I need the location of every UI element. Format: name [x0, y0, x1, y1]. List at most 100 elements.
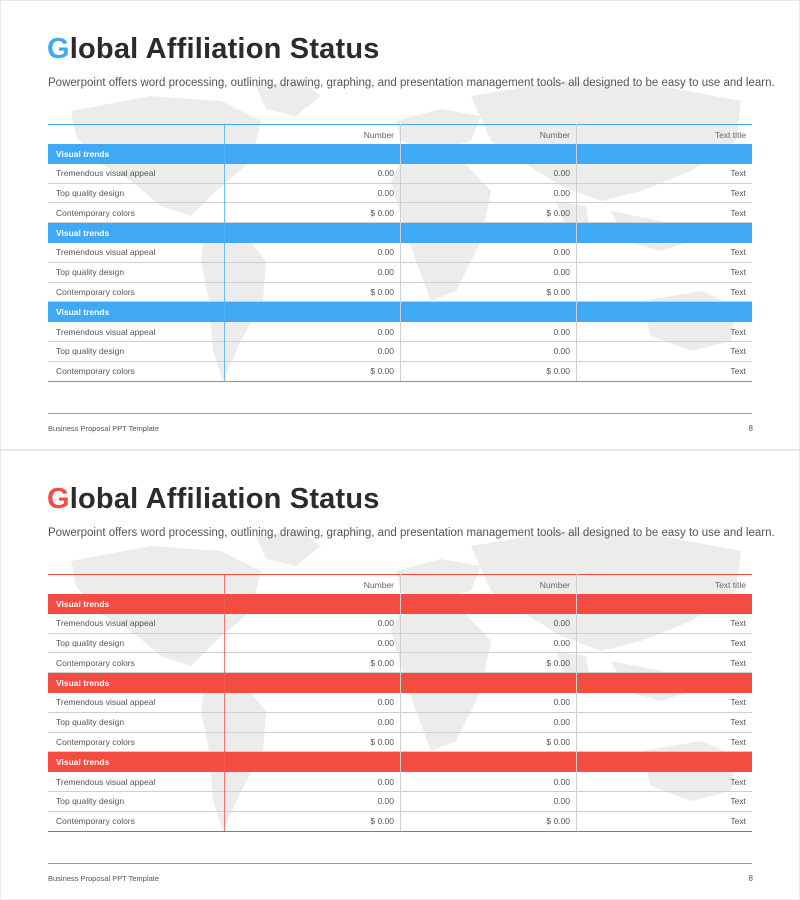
column-divider [400, 124, 401, 382]
table-cell: Contemporary colors [48, 203, 224, 224]
table-cell: 0.00 [224, 772, 400, 792]
table-cell: Tremendous visual appeal [48, 243, 224, 263]
table-cell: 0.00 [224, 614, 400, 634]
table-cell: Top quality design [48, 342, 224, 362]
group-header-row: Visual trends [48, 144, 752, 164]
table-cell: Tremendous visual appeal [48, 693, 224, 713]
group-label: Visual trends [48, 673, 224, 693]
table-cell: Text [576, 263, 752, 283]
group-header-row: Visual trends [48, 594, 752, 614]
table-cell: 0.00 [224, 792, 400, 812]
subtitle: Powerpoint offers word processing, outli… [48, 77, 775, 89]
table-cell: 0.00 [224, 184, 400, 204]
table-cell: 0.00 [400, 693, 576, 713]
table-row: Top quality design 0.00 0.00 Text [48, 792, 752, 812]
table-cell: Text [576, 342, 752, 362]
table-row: Tremendous visual appeal 0.00 0.00 Text [48, 243, 752, 263]
group-header-row: Visual trends [48, 673, 752, 693]
footer-divider [48, 863, 752, 864]
table-cell: 0.00 [224, 693, 400, 713]
table-cell: Contemporary colors [48, 283, 224, 303]
status-table: Number Number Text title Visual trends Tre… [48, 124, 752, 383]
table-cell: $ 0.00 [400, 733, 576, 753]
table-cell: Text [576, 243, 752, 263]
table-cell: Text [576, 203, 752, 224]
table-bottom-border [48, 830, 752, 833]
table-cell: Top quality design [48, 263, 224, 283]
title-initial: G [47, 483, 70, 515]
table-cell: 0.00 [400, 772, 576, 792]
table-header-row: Number Number Text title [48, 124, 752, 144]
table-row: Tremendous visual appeal 0.00 0.00 Text [48, 693, 752, 713]
status-table: Number Number Text title Visual trends Tre… [48, 574, 752, 833]
table-cell: Contemporary colors [48, 653, 224, 674]
table-cell: Text [576, 733, 752, 753]
table-cell: 0.00 [224, 164, 400, 184]
table-cell: 0.00 [224, 322, 400, 342]
table-cell: $ 0.00 [400, 362, 576, 382]
table-cell: 0.00 [400, 792, 576, 812]
column-header: Number [400, 124, 576, 144]
table-cell: Contemporary colors [48, 812, 224, 832]
table-row: Contemporary colors $ 0.00 $ 0.00 Text [48, 653, 752, 674]
table-cell: 0.00 [224, 634, 400, 654]
table-cell: $ 0.00 [224, 362, 400, 382]
table-header-row: Number Number Text title [48, 574, 752, 594]
group-label: Visual trends [48, 144, 224, 164]
table-cell: Text [576, 653, 752, 674]
table-cell: Text [576, 283, 752, 303]
table-row: Contemporary colors $ 0.00 $ 0.00 Text [48, 203, 752, 224]
table-cell: Top quality design [48, 634, 224, 654]
column-header: Text title [576, 124, 752, 144]
table-cell: 0.00 [400, 713, 576, 733]
slide: Global Affiliation Status Powerpoint off… [1, 451, 799, 899]
table-cell: Text [576, 772, 752, 792]
table-row: Tremendous visual appeal 0.00 0.00 Text [48, 322, 752, 342]
table-row: Contemporary colors $ 0.00 $ 0.00 Text [48, 283, 752, 303]
column-header: Text title [576, 574, 752, 594]
table-cell: $ 0.00 [224, 733, 400, 753]
table-cell: Top quality design [48, 184, 224, 204]
column-divider [224, 574, 225, 832]
page-number: 8 [748, 874, 753, 883]
table-row: Top quality design 0.00 0.00 Text [48, 634, 752, 654]
table-cell: Text [576, 164, 752, 184]
table-cell: $ 0.00 [400, 283, 576, 303]
table-cell: Contemporary colors [48, 733, 224, 753]
table-cell: Text [576, 614, 752, 634]
table-cell: $ 0.00 [224, 812, 400, 832]
table-cell: Tremendous visual appeal [48, 772, 224, 792]
group-label: Visual trends [48, 302, 224, 323]
column-header: Number [400, 574, 576, 594]
group-label: Visual trends [48, 594, 224, 614]
column-divider [224, 124, 225, 382]
group-header-row: Visual trends [48, 302, 752, 323]
table-cell: Tremendous visual appeal [48, 164, 224, 184]
title-rest: lobal Affiliation Status [69, 483, 380, 515]
table-row: Top quality design 0.00 0.00 Text [48, 263, 752, 283]
column-header [48, 124, 224, 144]
group-label: Visual trends [48, 223, 224, 243]
table-cell: 0.00 [400, 263, 576, 283]
table-cell: Contemporary colors [48, 362, 224, 382]
table-cell: 0.00 [400, 342, 576, 362]
footer-text: Business Proposal PPT Template [48, 424, 160, 433]
table-cell: $ 0.00 [224, 653, 400, 674]
column-header [48, 574, 224, 594]
table-cell: $ 0.00 [400, 653, 576, 674]
table-row: Top quality design 0.00 0.00 Text [48, 184, 752, 204]
column-divider [576, 574, 577, 832]
slide: Global Affiliation Status Powerpoint off… [1, 1, 799, 449]
table-cell: $ 0.00 [400, 203, 576, 224]
table-row: Tremendous visual appeal 0.00 0.00 Text [48, 772, 752, 792]
table-row: Tremendous visual appeal 0.00 0.00 Text [48, 164, 752, 184]
table-cell: 0.00 [400, 634, 576, 654]
table-cell: Text [576, 812, 752, 832]
table-cell: 0.00 [224, 342, 400, 362]
table-row: Contemporary colors $ 0.00 $ 0.00 Text [48, 733, 752, 753]
column-header: Number [224, 574, 400, 594]
table-cell: Text [576, 184, 752, 204]
table-cell: 0.00 [224, 263, 400, 283]
table-cell: 0.00 [400, 164, 576, 184]
table-cell: 0.00 [400, 184, 576, 204]
